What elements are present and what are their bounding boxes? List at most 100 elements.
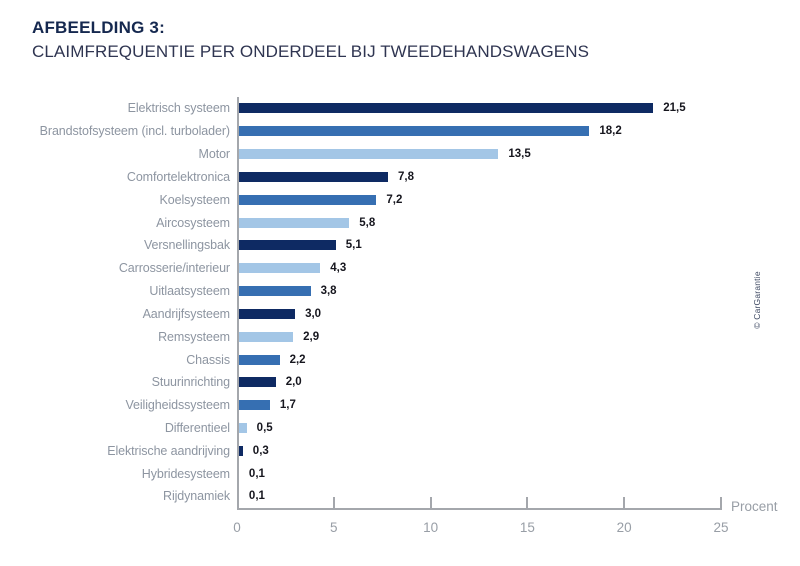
bar-row: Brandstofsysteem (incl. turbolader) 18,2 [0,120,760,143]
x-axis-tick-label: 25 [713,520,729,535]
copyright-vertical-text: © CarGarantie [752,271,762,329]
bar-row: Veiligheidssysteem 1,7 [0,394,760,417]
x-axis-line [237,508,722,510]
value-label: 5,1 [345,239,362,252]
figure-subtitle: CLAIMFREQUENTIE PER ONDERDEEL BIJ TWEEDE… [32,42,590,61]
category-label: Stuurinrichting [151,375,231,390]
bar-row: Koelsysteem 7,2 [0,188,760,211]
bar [237,354,280,365]
value-label: 2,9 [303,330,320,343]
bar [237,308,296,319]
value-label: 4,3 [330,262,347,275]
bar-row: Motor 13,5 [0,143,760,166]
x-axis-ticks [237,497,722,508]
bar-row: Differentieel 0,5 [0,417,760,440]
category-label: Elektrisch systeem [127,101,231,116]
category-label: Veiligheidssysteem [125,398,230,413]
bar-track: 3,8 [237,285,721,297]
bar-row: Aircosysteem 5,8 [0,211,760,234]
bar-track: 2,9 [237,331,721,343]
value-label: 5,8 [359,216,376,229]
category-label: Uitlaatsysteem [149,284,230,299]
bar-track: 7,2 [237,194,721,206]
category-label: Differentieel [164,421,230,435]
bar-row: Rijdynamiek 0,1 [0,485,760,508]
x-axis-tick-labels: 0 5 10 15 20 25 [233,520,728,538]
bar [237,263,321,274]
category-label: Remsysteem [158,329,230,344]
bar-row: Versnellingsbak 5,1 [0,234,760,257]
category-label: Carrosserie/interieur [118,261,230,276]
x-axis-tick-label: 15 [519,520,535,535]
bar-track: 2,0 [237,376,721,388]
x-axis-tick-label: 20 [616,520,632,535]
figure-header: AFBEELDING 3: CLAIMFREQUENTIE PER ONDERD… [32,17,589,63]
bar-row: Chassis 2,2 [0,348,760,371]
bar-track: 0,5 [237,422,721,434]
category-label: Aircosysteem [156,215,230,230]
bar [237,217,350,228]
x-axis-tick [623,497,626,508]
category-label: Motor [198,147,231,162]
bar-track: 5,1 [237,239,721,251]
bar-track: 0,1 [237,468,721,480]
bar [237,377,276,388]
bar-track: 3,0 [237,308,721,320]
category-label: Elektrische aandrijving [107,443,230,458]
value-label: 3,0 [305,307,322,320]
value-label: 7,8 [398,170,414,183]
bar-track: 2,2 [237,354,721,366]
bar-track: 7,8 [237,171,721,183]
category-label: Aandrijfsysteem [142,306,231,321]
value-label: 1,7 [279,399,296,412]
bar-row: Carrosserie/interieur 4,3 [0,257,760,280]
bar-row: Comfortelektronica 7,8 [0,165,760,188]
value-label: 0,1 [248,467,265,480]
bar [237,194,377,205]
x-axis-tick [332,497,335,508]
bar [237,331,294,342]
value-label: 18,2 [599,125,622,138]
x-axis-tick-label: 0 [233,520,241,535]
value-label: 0,1 [248,490,265,503]
bar-row: Elektrisch systeem 21,5 [0,97,760,120]
bar-row: Remsysteem 2,9 [0,325,760,348]
category-label: Brandstofsysteem (incl. turbolader) [39,124,230,139]
bar-chart: Elektrisch systeem 21,5 Brandstofsysteem… [0,97,760,508]
bar [237,103,654,114]
bar [237,149,499,160]
category-label: Comfortelektronica [126,169,230,184]
bar-row: Aandrijfsysteem 3,0 [0,302,760,325]
value-label: 3,8 [320,285,337,298]
category-label: Rijdynamiek [163,489,230,504]
x-axis-tick [429,497,432,508]
bar [237,171,388,182]
value-label: 21,5 [663,102,686,115]
bar [237,126,590,137]
bar-track: 18,2 [237,125,721,137]
x-axis-tick [526,497,529,508]
bar-row: Elektrische aandrijving 0,3 [0,439,760,462]
x-axis-tick [720,497,722,508]
bar-track: 5,8 [237,217,721,229]
x-axis-tick-label: 5 [330,520,338,535]
bar [237,286,311,297]
bar-track: 1,7 [237,399,721,411]
bar-track: 21,5 [237,102,721,114]
x-axis-unit-label: Procent [731,499,778,514]
category-label: Hybridesysteem [141,466,230,481]
bar-track: 4,3 [237,262,721,274]
category-label: Koelsysteem [159,192,231,207]
bar [237,423,247,433]
bar-row: Uitlaatsysteem 3,8 [0,280,760,303]
x-axis-tick-label: 10 [423,520,439,535]
bar-row: Hybridesysteem 0,1 [0,462,760,485]
y-axis-line [237,97,239,509]
value-label: 0,3 [252,444,269,457]
value-label: 2,2 [289,353,306,366]
bar [237,400,270,411]
value-label: 2,0 [285,376,302,389]
bar-track: 0,3 [237,445,721,457]
category-label: Chassis [186,352,230,367]
bar [237,445,243,456]
